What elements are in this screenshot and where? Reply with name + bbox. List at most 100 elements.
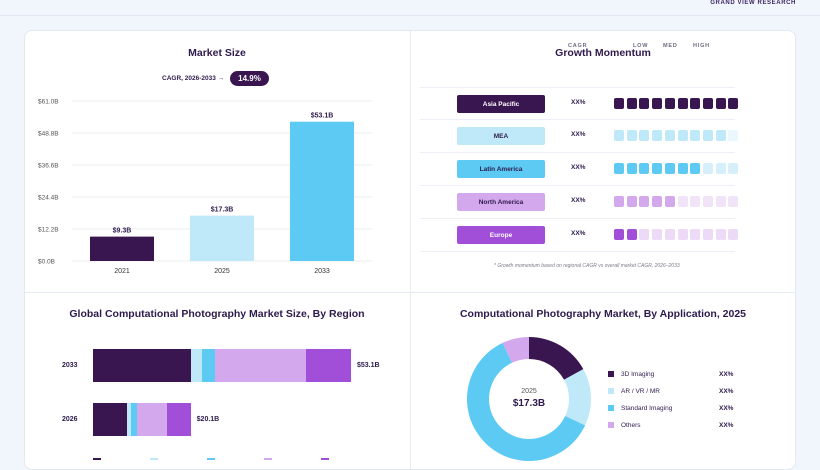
momentum-square [639,229,650,240]
brand-logo-text: GRAND VIEW RESEARCH [710,0,796,6]
momentum-square [626,229,637,240]
region-bar-segment [214,349,306,382]
y-tick-label: $48.8B [38,131,59,138]
region-bar-year-label: 2033 [62,362,78,369]
momentum-square [664,229,675,240]
momentum-square [652,196,663,207]
momentum-square [614,98,624,109]
donut-slice [467,342,586,461]
growth-row: MEA XX% [420,120,739,153]
region-pill: Europe [457,226,545,244]
legend-label: 3D Imaging [621,370,655,378]
momentum-square [652,130,663,141]
region-legend-swatch [150,458,158,460]
momentum-square [702,163,713,174]
legend-swatch [608,388,614,394]
growth-row: Latin America XX% [420,153,739,186]
momentum-square [690,229,701,240]
momentum-square [626,130,637,141]
momentum-square [614,196,624,207]
momentum-square [690,130,701,141]
momentum-square [639,130,650,141]
cagr-value: XX% [571,197,586,204]
momentum-square [639,196,650,207]
region-pill: MEA [457,127,545,145]
momentum-square [715,229,726,240]
cagr-value-badge: 14.9% [230,71,269,86]
header-cagr: CAGR [568,43,588,49]
momentum-square [614,229,624,240]
momentum-square [614,163,624,174]
x-tick-label: 2033 [314,268,330,275]
region-bar-segment [202,349,215,382]
momentum-square [702,196,713,207]
momentum-square [690,98,701,109]
cagr-label: CAGR, 2026-2033 → [162,75,225,82]
legend-value: XX% [719,387,734,395]
horizontal-divider [25,292,795,293]
cagr-value: XX% [571,164,586,171]
legend-value: XX% [719,404,734,412]
region-bar-segment [167,403,191,436]
momentum-square [626,196,637,207]
region-legend-swatch [321,458,329,460]
momentum-square [702,98,713,109]
bar-data-label: $9.3B [113,228,132,235]
region-legend-swatch [93,458,101,460]
momentum-square [728,130,739,141]
momentum-square [690,163,701,174]
momentum-square [677,98,688,109]
growth-row: Europe XX% [420,219,739,252]
momentum-square [652,98,663,109]
application-donut-chart [467,337,591,461]
bar-data-label: $17.3B [211,207,234,214]
region-bar-segment [93,403,127,436]
growth-row: North America XX% [420,186,739,219]
donut-slice [529,337,584,380]
legend-item: 3D Imaging XX% [608,368,733,380]
region-legend-swatch [264,458,272,460]
header-low: LOW [633,43,649,49]
momentum-square [664,130,675,141]
momentum-square [702,229,713,240]
momentum-square [728,98,739,109]
y-tick-label: $61.0B [38,99,59,106]
growth-momentum-note: * Growth momentum based on regional CAGR… [494,263,680,269]
momentum-square [677,196,688,207]
momentum-square [626,98,637,109]
region-bar-total-label: $20.1B [196,416,220,423]
legend-swatch [608,405,614,411]
momentum-square [652,163,663,174]
application-chart-title: Computational Photography Market, By App… [459,308,747,320]
cagr-value: XX% [571,131,586,138]
legend-value: XX% [719,370,734,378]
top-bar [0,0,820,16]
momentum-square [728,196,739,207]
region-bar-segment [93,349,191,382]
momentum-square [728,229,739,240]
momentum-square [677,163,688,174]
vertical-divider [410,31,411,469]
region-pill: North America [457,193,545,211]
legend-label: Standard Imaging [621,404,673,412]
momentum-square [728,163,739,174]
momentum-square [664,98,675,109]
y-tick-label: $0.0B [38,259,55,266]
legend-label: AR / VR / MR [621,387,661,395]
momentum-square [715,130,726,141]
region-bar-segment [136,403,168,436]
momentum-square [690,196,701,207]
header-high: HIGH [693,43,710,49]
donut-slice [502,337,529,363]
legend-item: Others XX% [608,419,733,431]
legend-swatch [608,422,614,428]
region-bar-total-label: $53.1B [357,362,380,369]
momentum-square [715,163,726,174]
donut-center-year: 2025 [521,388,537,395]
momentum-square [677,229,688,240]
growth-row: Asia Pacific XX% [420,87,739,120]
momentum-square [664,163,675,174]
market-size-title: Market Size [188,47,246,59]
cagr-indicator: CAGR, 2026-2033 → 14.9% [162,71,269,86]
bar-2021 [90,236,154,261]
